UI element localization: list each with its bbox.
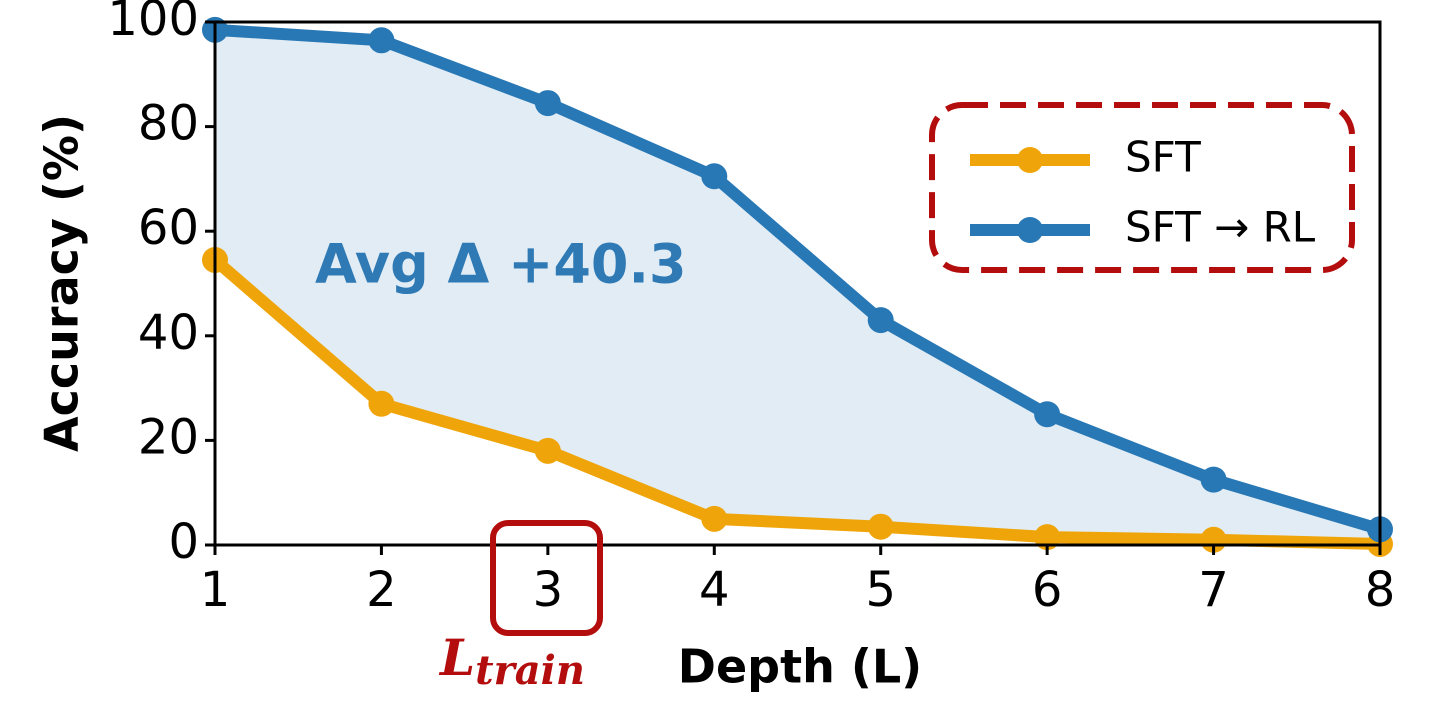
x-tick-label: 3: [533, 562, 564, 618]
x-tick-label: 6: [1032, 562, 1063, 618]
point: [534, 437, 561, 464]
y-tick-label: 40: [138, 305, 199, 361]
highlight-sub: train: [475, 647, 585, 694]
series-line: [214, 23, 1382, 536]
series-line: [211, 255, 1381, 550]
x-tick-label: 7: [1198, 562, 1229, 618]
y-tick-label: 80: [138, 96, 199, 152]
annotation: Avg Δ +40.3: [315, 233, 687, 296]
highlight-label: Ltrain: [438, 628, 585, 694]
point: [1200, 466, 1227, 493]
area-layer: [215, 29, 1380, 544]
point: [1034, 401, 1061, 428]
point: [867, 513, 894, 540]
plot-frame: [213, 20, 1382, 547]
y-axis-label: Accuracy (%): [35, 114, 89, 452]
point: [701, 163, 728, 190]
gap-fill: [215, 29, 1380, 544]
x-tick-label: 1: [200, 562, 231, 618]
legend-label: SFT → RL: [1125, 203, 1316, 252]
point: [701, 505, 728, 532]
x-tick-label: 8: [1365, 562, 1396, 618]
point: [368, 27, 395, 54]
y-tick-label: 100: [107, 0, 199, 47]
highlight-box: [490, 520, 603, 636]
x-tick-label: 5: [865, 562, 896, 618]
legend-marker: [1017, 147, 1043, 173]
x-tick-label: 2: [366, 562, 397, 618]
y-tick-label: 60: [138, 200, 199, 256]
legend-marker: [1017, 217, 1043, 243]
x-tick-label: 4: [699, 562, 730, 618]
point: [368, 390, 395, 417]
legend: SFT SFT → RL: [929, 102, 1355, 273]
point: [867, 307, 894, 334]
y-tick-label: 0: [168, 514, 199, 570]
legend-label: SFT: [1125, 133, 1201, 182]
y-tick-label: 20: [138, 409, 199, 465]
highlight-base: L: [438, 628, 475, 687]
point: [534, 90, 561, 117]
x-axis-label: Depth (L): [678, 640, 922, 694]
